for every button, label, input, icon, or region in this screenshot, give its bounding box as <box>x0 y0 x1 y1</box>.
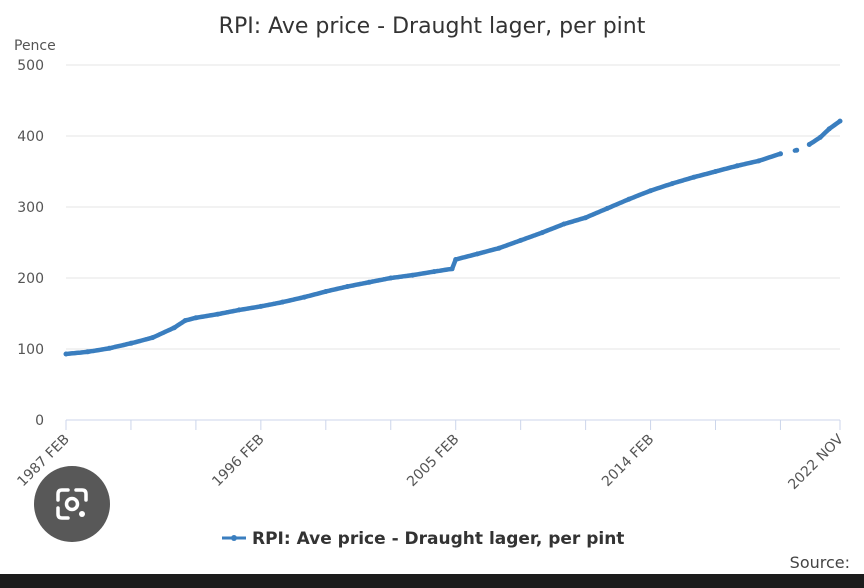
y-tick-label: 400 <box>17 129 44 145</box>
data-point[interactable] <box>626 196 632 202</box>
data-point[interactable] <box>258 303 264 309</box>
data-point[interactable] <box>388 275 394 281</box>
data-point[interactable] <box>215 311 221 317</box>
legend-dot-marker <box>231 535 237 541</box>
x-ticks: 1987 FEB 1996 FEB 2005 FEB 2014 FEB 2022 NOV <box>14 420 847 493</box>
bottom-bar <box>0 574 864 588</box>
legend[interactable]: RPI: Ave price - Draught lager, per pint <box>222 529 624 549</box>
y-tick-label: 200 <box>17 271 44 287</box>
data-point[interactable] <box>691 174 697 180</box>
data-point[interactable] <box>280 299 285 305</box>
data-point[interactable] <box>713 169 718 174</box>
source-label: Source: <box>790 553 850 572</box>
y-tick-label: 0 <box>35 413 44 429</box>
data-point[interactable] <box>539 230 545 236</box>
y-tick-labels: 0 100 200 300 400 500 <box>17 58 44 429</box>
data-point[interactable] <box>236 307 242 313</box>
series-line[interactable] <box>63 118 843 357</box>
data-point[interactable] <box>817 134 823 140</box>
data-point[interactable] <box>583 215 589 221</box>
x-tick-label: 1996 FEB <box>209 432 267 490</box>
y-gridlines <box>66 64 840 350</box>
data-point[interactable] <box>604 205 610 211</box>
legend-label: RPI: Ave price - Draught lager, per pint <box>252 529 624 549</box>
data-point[interactable] <box>453 257 459 262</box>
y-tick-label: 100 <box>17 342 44 358</box>
data-point[interactable] <box>669 181 675 187</box>
data-point[interactable] <box>756 158 762 164</box>
google-lens-button[interactable] <box>34 466 110 542</box>
data-point[interactable] <box>496 245 502 251</box>
data-point[interactable] <box>837 118 843 124</box>
y-tick-label: 500 <box>17 58 44 74</box>
data-point[interactable] <box>106 345 112 351</box>
data-point[interactable] <box>806 142 812 147</box>
data-point[interactable] <box>193 315 199 321</box>
y-axis-label: Pence <box>14 38 56 54</box>
data-point[interactable] <box>826 126 832 132</box>
chart-title: RPI: Ave price - Draught lager, per pint <box>219 14 646 39</box>
data-point[interactable] <box>409 272 415 278</box>
data-point[interactable] <box>734 163 740 169</box>
data-point[interactable] <box>431 269 437 275</box>
x-tick-label: 2014 FEB <box>599 432 657 490</box>
google-lens-icon <box>56 488 88 520</box>
data-point[interactable] <box>794 147 800 153</box>
data-point[interactable] <box>561 221 567 227</box>
data-point[interactable] <box>345 284 350 289</box>
data-point[interactable] <box>648 188 654 194</box>
data-point[interactable] <box>128 340 134 346</box>
x-tick-label: 2005 FEB <box>404 432 462 490</box>
data-point[interactable] <box>778 151 783 157</box>
data-point[interactable] <box>301 294 307 300</box>
line-series <box>63 118 843 357</box>
data-point[interactable] <box>85 349 91 355</box>
data-point[interactable] <box>323 289 329 294</box>
data-point[interactable] <box>150 335 156 341</box>
data-point[interactable] <box>182 318 188 324</box>
data-point[interactable] <box>63 351 69 357</box>
data-point[interactable] <box>366 279 372 285</box>
x-tick-label: 2022 NOV <box>785 431 847 493</box>
data-point[interactable] <box>518 237 524 243</box>
data-point[interactable] <box>474 251 480 257</box>
y-tick-label: 300 <box>17 200 44 216</box>
data-point[interactable] <box>449 266 455 272</box>
data-point[interactable] <box>171 325 177 331</box>
